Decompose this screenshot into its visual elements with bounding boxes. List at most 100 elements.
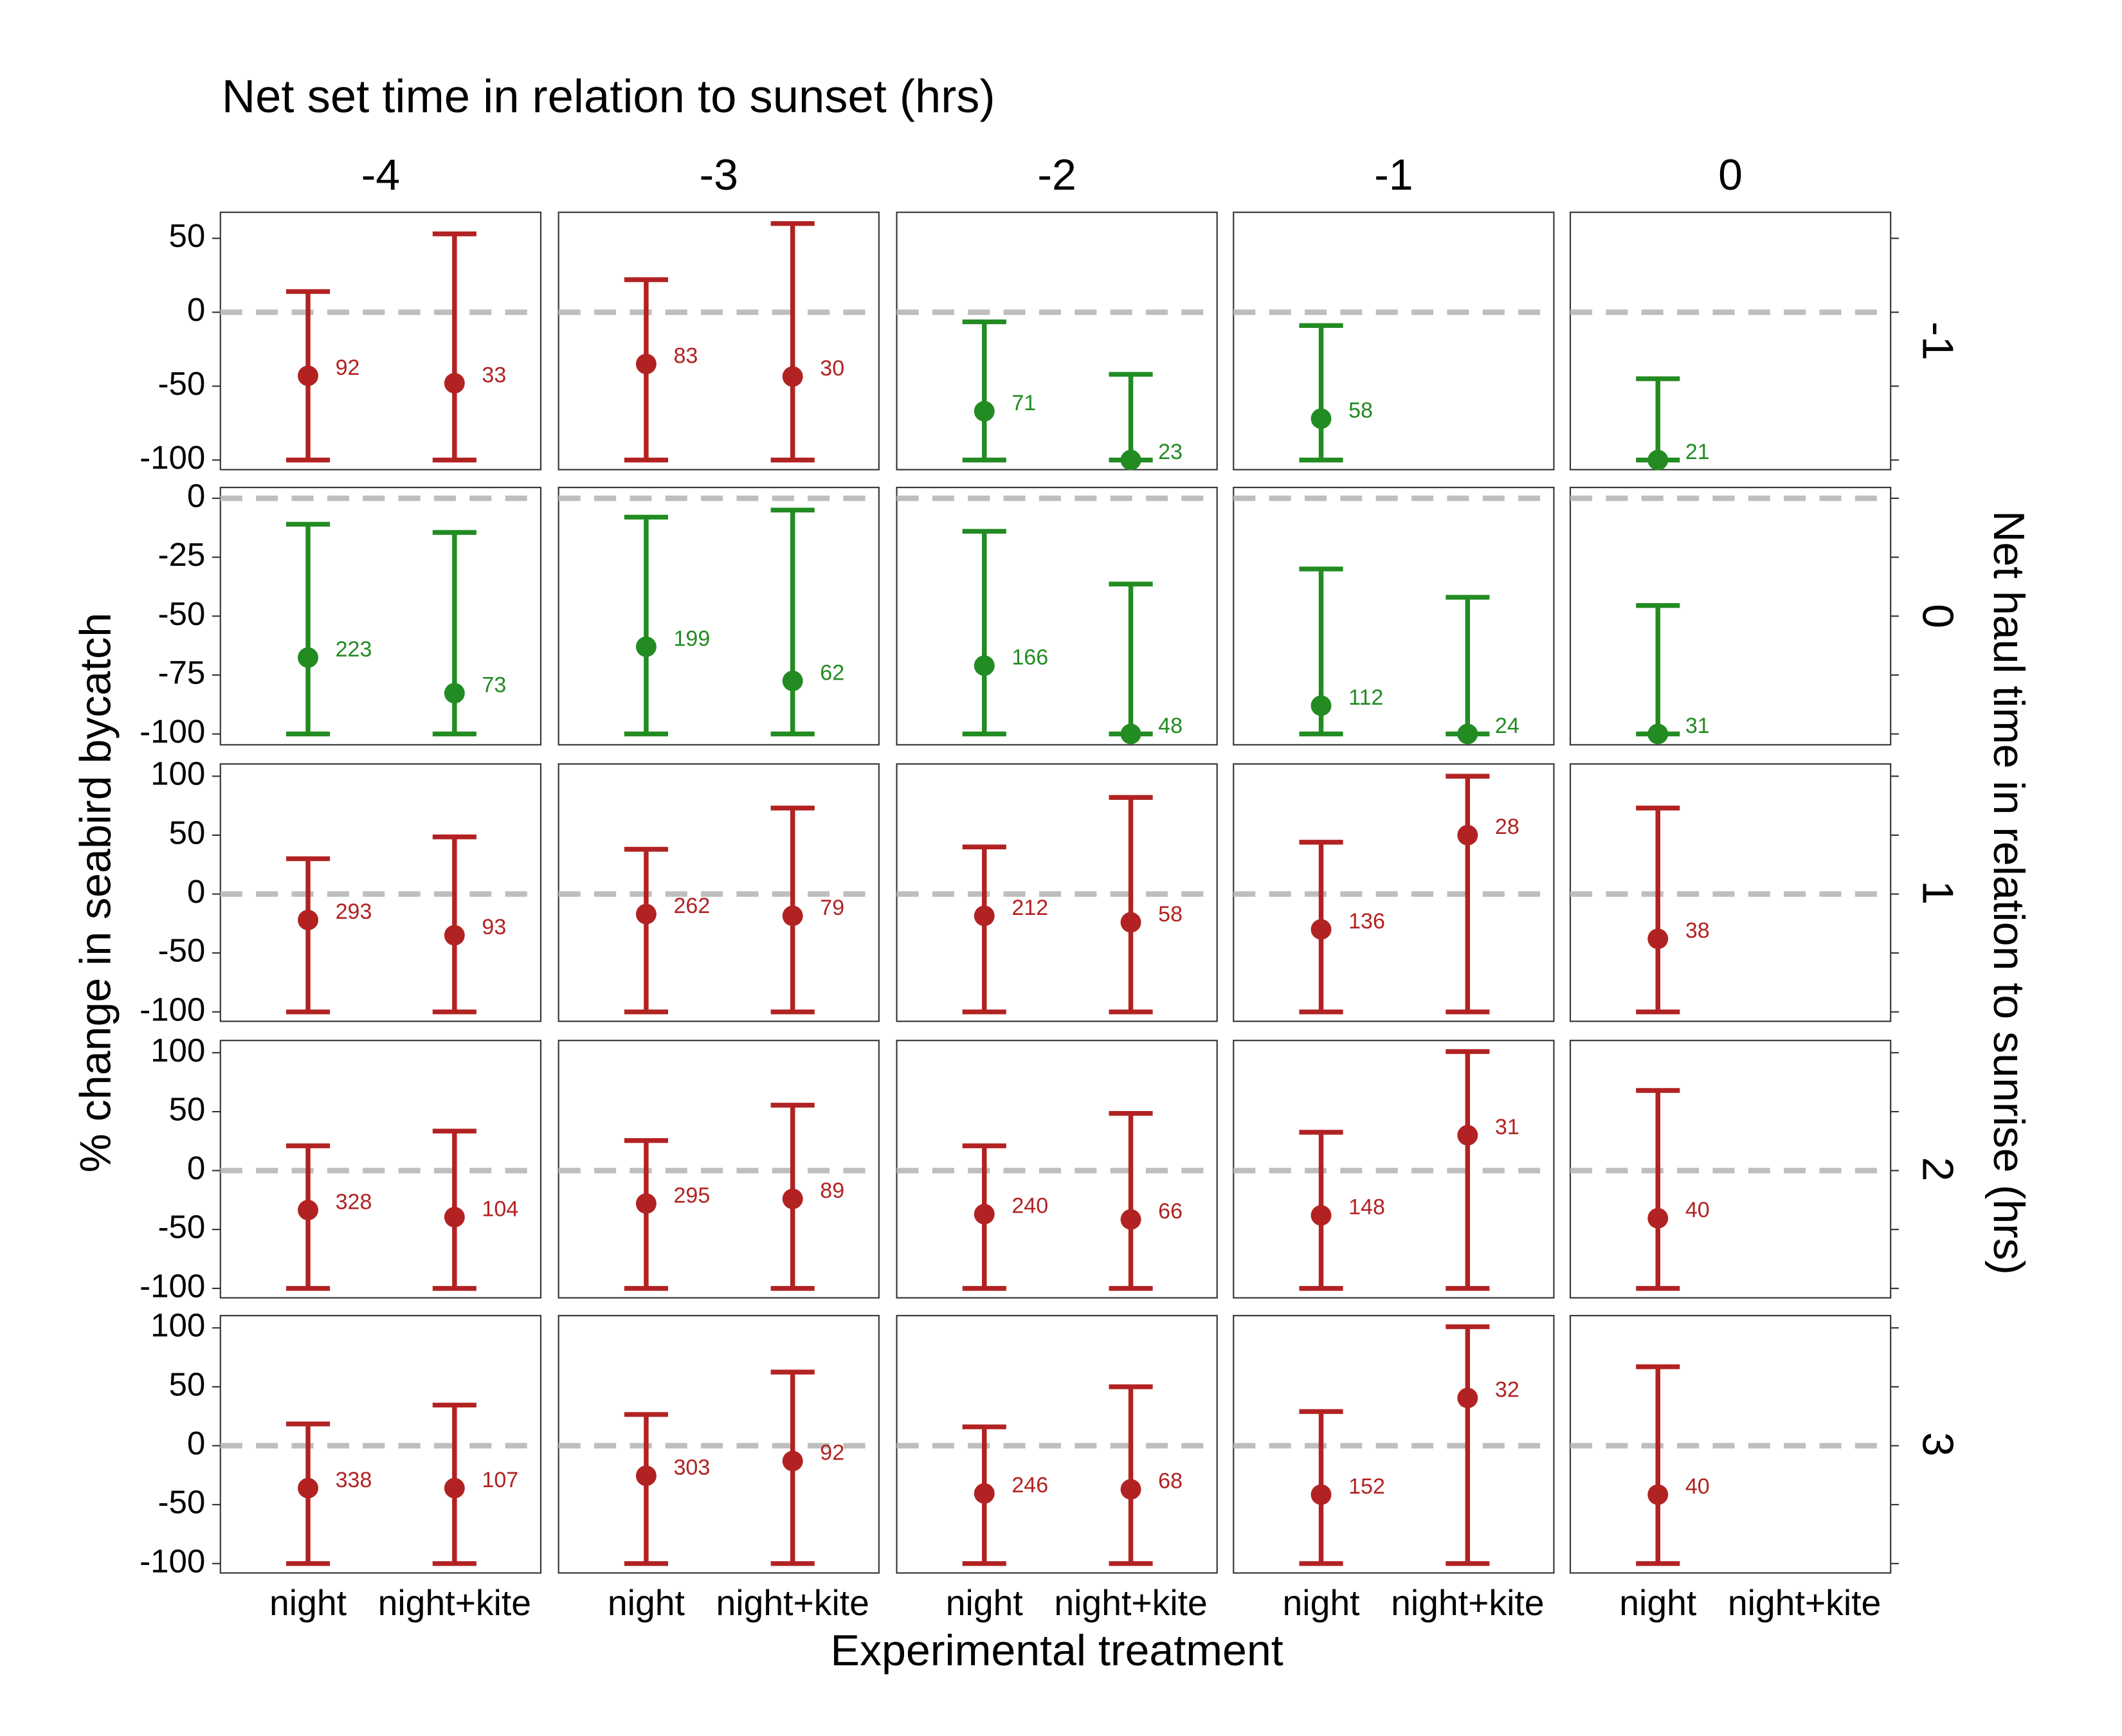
point <box>782 671 803 692</box>
panel <box>219 487 542 746</box>
n-label: 89 <box>820 1179 844 1203</box>
n-label: 33 <box>482 363 506 387</box>
column-facet-label: -3 <box>699 150 738 199</box>
n-label: 93 <box>482 915 506 939</box>
n-label: 136 <box>1348 909 1385 934</box>
n-label: 92 <box>820 1441 844 1465</box>
n-label: 73 <box>482 673 506 697</box>
point <box>1647 723 1669 745</box>
y-tick-label: 50 <box>169 1090 206 1127</box>
panel <box>896 487 1218 746</box>
y-tick-label: -75 <box>158 654 206 691</box>
point <box>974 1204 995 1225</box>
y-tick-label: -100 <box>140 991 205 1027</box>
point <box>1120 912 1141 933</box>
y-tick-label: -100 <box>140 439 205 476</box>
n-label: 199 <box>673 626 710 651</box>
point <box>1457 1388 1478 1409</box>
row-facet-value: 2 <box>1913 1157 1962 1181</box>
row-facet-value: 3 <box>1913 1432 1962 1456</box>
n-label: 212 <box>1011 896 1048 920</box>
column-facet-label: -4 <box>361 150 401 199</box>
n-label: 58 <box>1158 902 1183 927</box>
point <box>1647 449 1669 471</box>
n-label: 68 <box>1158 1469 1183 1494</box>
x-tick-label: night+kite <box>1728 1583 1881 1623</box>
point <box>444 1478 465 1499</box>
n-label: 92 <box>336 356 360 380</box>
y-tick-label: -50 <box>158 932 206 969</box>
row-facet-value: -1 <box>1913 321 1962 361</box>
x-tick-label: night <box>1619 1583 1696 1623</box>
n-label: 223 <box>336 637 372 662</box>
point <box>974 905 995 927</box>
point <box>782 1188 803 1209</box>
y-tick-label: 100 <box>150 1307 205 1344</box>
n-label: 240 <box>1011 1194 1048 1218</box>
panel <box>1233 487 1555 746</box>
y-tick-label: -100 <box>140 713 205 750</box>
point <box>1647 1484 1669 1505</box>
n-label: 40 <box>1685 1474 1710 1499</box>
point <box>974 1483 995 1504</box>
n-label: 28 <box>1495 815 1519 839</box>
y-tick-label: 100 <box>150 1032 205 1069</box>
n-label: 83 <box>673 343 698 368</box>
y-tick-label: 0 <box>187 873 205 910</box>
n-label: 21 <box>1685 440 1710 464</box>
x-tick-label: night <box>608 1583 685 1623</box>
point <box>298 1478 318 1499</box>
point <box>1120 1479 1141 1500</box>
x-tick-label: night+kite <box>716 1583 869 1623</box>
point <box>444 372 465 393</box>
point <box>1310 1205 1332 1226</box>
x-tick-label: night <box>269 1583 347 1623</box>
panel <box>558 487 880 746</box>
n-label: 31 <box>1495 1115 1519 1139</box>
n-label: 246 <box>1011 1473 1048 1497</box>
n-label: 166 <box>1011 646 1048 670</box>
y-tick-label: -50 <box>158 1209 206 1245</box>
panel <box>219 212 542 471</box>
y-tick-label: -50 <box>158 365 206 402</box>
point <box>635 903 657 925</box>
point <box>635 636 657 657</box>
y-tick-label: 50 <box>169 814 206 851</box>
n-label: 38 <box>1685 919 1710 943</box>
y-tick-label: 0 <box>187 291 205 328</box>
point <box>1310 919 1332 940</box>
n-label: 48 <box>1158 714 1183 738</box>
n-label: 66 <box>1158 1199 1183 1224</box>
n-label: 30 <box>820 356 844 381</box>
point <box>298 1200 318 1220</box>
point <box>635 1193 657 1214</box>
y-tick-label: -25 <box>158 536 206 573</box>
point <box>1647 928 1669 950</box>
x-tick-label: night <box>946 1583 1023 1623</box>
y-tick-label: -100 <box>140 1542 205 1579</box>
row-facet-value: 0 <box>1913 604 1962 628</box>
y-tick-label: 0 <box>187 1425 205 1461</box>
chart-title: Net set time in relation to sunset (hrs) <box>222 71 995 123</box>
point <box>298 365 318 386</box>
n-label: 58 <box>1348 398 1373 422</box>
panel <box>896 212 1218 471</box>
point <box>1310 408 1332 429</box>
point <box>444 683 465 704</box>
y-tick-label: 100 <box>150 755 205 792</box>
point <box>635 1465 657 1487</box>
point <box>444 1207 465 1227</box>
point <box>1120 723 1141 745</box>
column-facet-label: -1 <box>1374 150 1413 199</box>
point <box>1457 723 1478 745</box>
point <box>782 905 803 927</box>
y-tick-label: 0 <box>187 477 205 514</box>
n-label: 23 <box>1158 440 1183 464</box>
point <box>298 647 318 668</box>
point <box>635 354 657 375</box>
column-facet-label: -2 <box>1037 150 1076 199</box>
point <box>782 1451 803 1472</box>
panel <box>1569 487 1892 746</box>
point <box>1120 449 1141 471</box>
